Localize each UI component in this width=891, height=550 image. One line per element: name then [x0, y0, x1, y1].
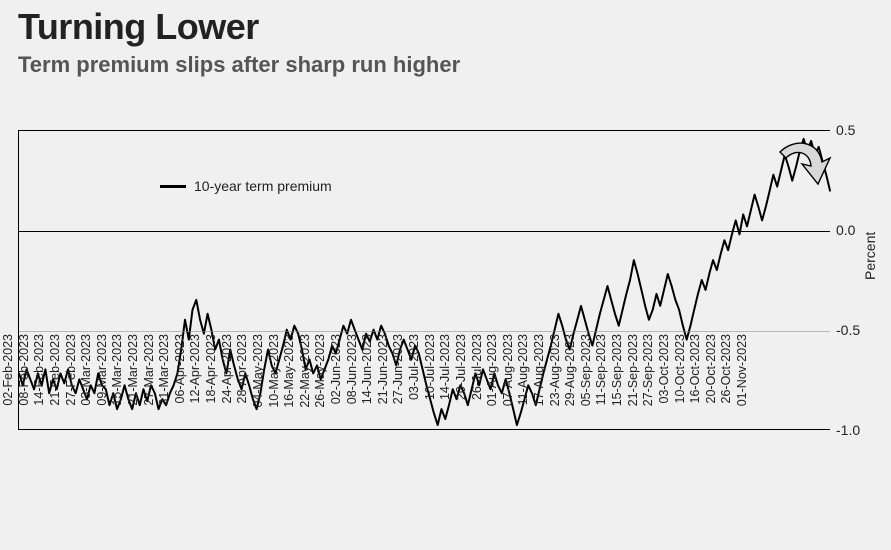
y-tick-label: 0.0 [836, 222, 855, 238]
x-tick-label: 20-Oct-2023 [704, 334, 718, 434]
x-tick-label: 28-Apr-2023 [235, 334, 249, 434]
x-tick-label: 01-Aug-2023 [485, 334, 499, 434]
x-tick-label: 27-Sep-2023 [641, 334, 655, 434]
x-tick-label: 06-Apr-2023 [173, 334, 187, 434]
x-tick-label: 03-Jul-2023 [407, 334, 421, 434]
x-tick-label: 16-May-2023 [282, 334, 296, 434]
chart-subtitle: Term premium slips after sharp run highe… [18, 52, 460, 78]
x-tick-label: 11-Aug-2023 [516, 334, 530, 434]
x-tick-label: 10-May-2023 [267, 334, 281, 434]
y-tick-label: -1.0 [836, 422, 860, 438]
x-tick-label: 26-Jul-2023 [470, 334, 484, 434]
x-tick-label: 01-Nov-2023 [735, 334, 749, 434]
x-tick-label: 14-Jul-2023 [438, 334, 452, 434]
x-tick-label: 24-Apr-2023 [220, 334, 234, 434]
x-tick-label: 18-Apr-2023 [204, 334, 218, 434]
x-tick-label: 21-Feb-2023 [48, 334, 62, 434]
x-tick-label: 04-May-2023 [251, 334, 265, 434]
y-axis-label: Percent [862, 232, 878, 280]
x-tick-label: 14-Jun-2023 [360, 334, 374, 434]
x-tick-label: 27-Mar-2023 [142, 334, 156, 434]
legend-swatch [160, 185, 186, 188]
chart-title: Turning Lower [18, 6, 259, 48]
x-tick-label: 26-Oct-2023 [719, 334, 733, 434]
legend: 10-year term premium [160, 178, 332, 194]
x-tick-label: 21-Sep-2023 [626, 334, 640, 434]
x-tick-label: 26-May-2023 [313, 334, 327, 434]
x-tick-label: 03-Mar-2023 [79, 334, 93, 434]
x-tick-label: 27-Feb-2023 [64, 334, 78, 434]
x-tick-label: 02-Jun-2023 [329, 334, 343, 434]
x-tick-label: 17-Aug-2023 [532, 334, 546, 434]
x-tick-label: 29-Aug-2023 [563, 334, 577, 434]
x-tick-label: 11-Sep-2023 [594, 334, 608, 434]
turndown-arrow-icon [776, 140, 836, 204]
x-tick-label: 15-Mar-2023 [110, 334, 124, 434]
x-tick-label: 15-Sep-2023 [610, 334, 624, 434]
x-tick-label: 27-Jun-2023 [391, 334, 405, 434]
x-tick-label: 08-Feb-2023 [17, 334, 31, 434]
x-tick-label: 21-Mar-2023 [126, 334, 140, 434]
x-tick-label: 31-Mar-2023 [157, 334, 171, 434]
x-tick-label: 03-Oct-2023 [657, 334, 671, 434]
x-tick-label: 20-Jul-2023 [454, 334, 468, 434]
x-tick-label: 22-May-2023 [298, 334, 312, 434]
gridline [19, 331, 830, 332]
legend-label: 10-year term premium [194, 178, 332, 194]
zero-gridline [19, 231, 830, 232]
x-tick-label: 05-Sep-2023 [579, 334, 593, 434]
x-tick-label: 08-Jun-2023 [345, 334, 359, 434]
y-tick-label: -0.5 [836, 322, 860, 338]
x-tick-label: 10-Oct-2023 [673, 334, 687, 434]
x-tick-label: 16-Oct-2023 [688, 334, 702, 434]
x-tick-label: 21-Jun-2023 [376, 334, 390, 434]
chart-container: Turning Lower Term premium slips after s… [0, 0, 891, 550]
x-tick-label: 14-Feb-2023 [32, 334, 46, 434]
y-tick-label: 0.5 [836, 122, 855, 138]
x-tick-label: 10-Jul-2023 [423, 334, 437, 434]
x-tick-label: 07-Aug-2023 [501, 334, 515, 434]
x-tick-label: 23-Aug-2023 [548, 334, 562, 434]
x-tick-label: 09-Mar-2023 [95, 334, 109, 434]
x-tick-label: 12-Apr-2023 [188, 334, 202, 434]
x-tick-label: 02-Feb-2023 [1, 334, 15, 434]
